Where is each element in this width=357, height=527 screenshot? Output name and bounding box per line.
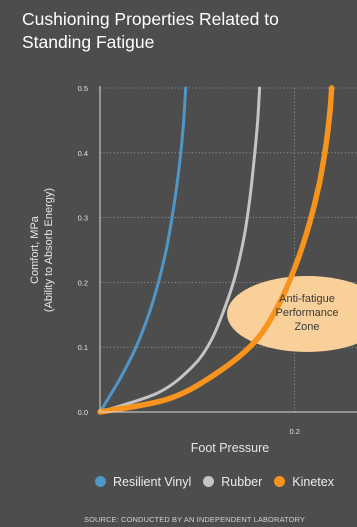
legend-item: Resilient Vinyl <box>95 475 191 489</box>
legend-label: Rubber <box>221 475 263 489</box>
x-axis-label: Foot Pressure <box>191 441 270 455</box>
y-tick-label: 0.3 <box>78 214 88 223</box>
y-axis-sublabel: (Ability to Absorb Energy) <box>43 188 55 312</box>
legend-item: Kinetex <box>274 475 334 489</box>
y-tick-label: 0.2 <box>78 278 88 287</box>
y-tick-label: 0.4 <box>78 149 88 158</box>
y-tick-labels: 0.0 0.1 0.2 0.3 0.4 0.5 <box>78 84 88 417</box>
zone-label-line: Anti-fatigue <box>279 293 335 305</box>
zone-label-line: Performance <box>276 307 339 319</box>
legend-item: Rubber <box>203 475 262 489</box>
legend-swatch <box>203 476 215 487</box>
y-tick-label: 0.5 <box>78 84 88 93</box>
y-axis-label: Comfort, MPa <box>29 215 41 284</box>
legend-swatch <box>274 476 286 487</box>
x-tick-label: 0.2 <box>289 427 299 436</box>
legend: Resilient Vinyl Rubber Kinetex <box>95 475 346 489</box>
y-tick-label: 0.0 <box>78 408 88 417</box>
zone-label-line: Zone <box>294 321 319 333</box>
source-note: SOURCE: CONDUCTED BY AN INDEPENDENT LABO… <box>83 515 306 524</box>
legend-label: Kinetex <box>292 475 334 489</box>
x-tick-labels: 0.20.3 <box>289 427 299 436</box>
series-line-resilient-vinyl <box>98 86 188 414</box>
zone-label: Anti-fatigue Performance Zone <box>276 293 339 333</box>
y-tick-label: 0.1 <box>78 343 88 352</box>
axis-lines <box>99 86 357 413</box>
series-line-rubber <box>98 86 262 414</box>
series-lines <box>97 85 335 415</box>
chart-title: Cushioning Properties Related to Standin… <box>22 9 279 52</box>
legend-swatch <box>95 476 106 487</box>
legend-label: Resilient Vinyl <box>113 475 192 489</box>
series-line-kinetex <box>97 85 335 415</box>
